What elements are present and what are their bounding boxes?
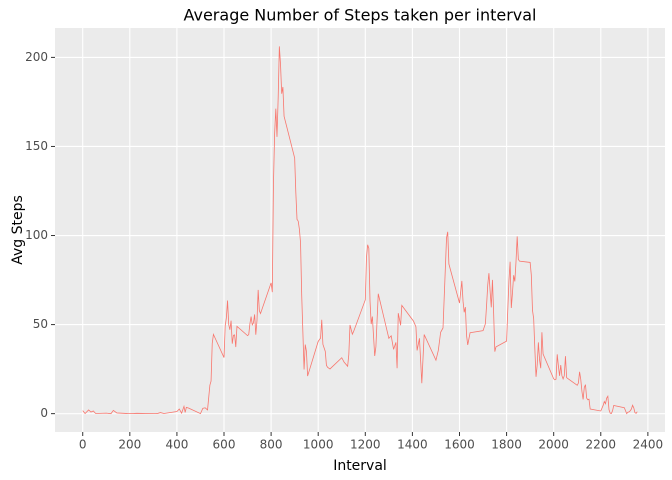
- x-tick-label: 2000: [538, 438, 569, 452]
- y-tick-label: 100: [25, 228, 48, 242]
- x-tick-label: 1000: [303, 438, 334, 452]
- data-line: [82, 46, 638, 415]
- x-tick-label: 200: [118, 438, 141, 452]
- x-tick-label: 1800: [491, 438, 522, 452]
- x-tick-label: 1200: [350, 438, 381, 452]
- x-tick-label: 1400: [397, 438, 428, 452]
- x-tick-label: 400: [165, 438, 188, 452]
- y-axis-title: Avg Steps: [10, 195, 26, 265]
- y-tick-label: 50: [33, 317, 48, 331]
- y-tick-label: 0: [40, 406, 48, 420]
- y-tick-label: 200: [25, 50, 48, 64]
- x-tick-label: 0: [79, 438, 87, 452]
- x-tick-label: 1600: [444, 438, 475, 452]
- x-tick-label: 2400: [633, 438, 664, 452]
- x-tick-label: 2200: [586, 438, 617, 452]
- x-axis-title: Interval: [333, 458, 387, 474]
- chart-title: Average Number of Steps taken per interv…: [183, 6, 536, 25]
- panel: [55, 28, 665, 432]
- y-tick-label: 150: [25, 139, 48, 153]
- x-tick-label: 800: [260, 438, 283, 452]
- x-tick-label: 600: [213, 438, 236, 452]
